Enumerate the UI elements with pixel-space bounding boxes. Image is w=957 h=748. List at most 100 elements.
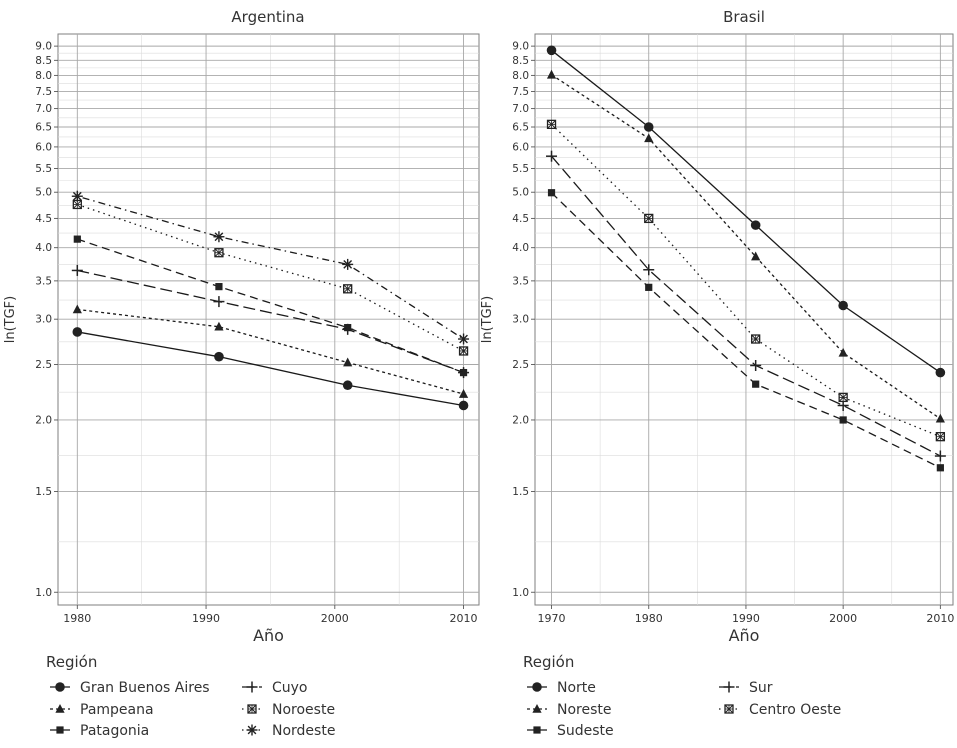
x-axis-label: Año: [729, 626, 760, 645]
legend-key-marker: [246, 724, 258, 736]
legend-title: Región: [46, 653, 97, 671]
y-tick-label: 5.5: [512, 163, 529, 175]
legend-item: Gran Buenos Aires: [50, 680, 210, 696]
data-point: [934, 450, 946, 462]
data-point: [342, 323, 354, 335]
legend-label: Noreste: [557, 702, 612, 718]
data-point: [644, 213, 654, 224]
data-point: [839, 416, 847, 424]
y-tick-label: 8.0: [35, 70, 52, 82]
legend-key-marker: [55, 704, 65, 713]
y-tick-label: 1.5: [512, 486, 529, 498]
legend-key-marker: [56, 726, 64, 734]
y-tick-label: 4.5: [512, 213, 529, 225]
data-point: [343, 284, 353, 294]
y-tick-label: 6.0: [512, 141, 529, 153]
y-tick-label: 9.0: [35, 41, 52, 53]
legend-item: Sudeste: [527, 723, 614, 739]
y-tick-label: 2.0: [35, 414, 52, 426]
data-point: [935, 413, 945, 423]
legend-item: Sur: [719, 680, 773, 696]
x-tick-label: 1990: [732, 612, 760, 625]
series-2: [547, 189, 944, 472]
y-tick-label: 4.0: [512, 242, 529, 254]
legend-item: Patagonia: [50, 723, 149, 739]
y-tick-label: 7.5: [35, 86, 52, 98]
series-1: [72, 304, 469, 398]
y-tick-label: 1.0: [512, 587, 529, 599]
data-point: [458, 400, 469, 411]
legend-key-marker: [247, 704, 257, 714]
series-4: [546, 119, 946, 442]
y-tick-label: 5.0: [512, 187, 529, 199]
data-point: [213, 296, 225, 308]
data-point: [71, 264, 83, 276]
legend-key-marker: [723, 681, 735, 693]
data-point: [343, 357, 353, 367]
data-point: [838, 300, 848, 311]
y-tick-label: 2.5: [512, 359, 529, 371]
series-5: [71, 190, 470, 345]
data-point: [547, 189, 556, 197]
data-point: [71, 190, 83, 202]
chart-title: Argentina: [231, 8, 304, 26]
data-point: [838, 392, 848, 403]
series-line: [77, 195, 464, 340]
series-line: [77, 331, 464, 407]
data-point: [73, 235, 81, 243]
y-tick-label: 6.5: [35, 122, 52, 134]
series-0: [546, 45, 946, 378]
series-line: [551, 74, 941, 420]
chart-title: Brasil: [723, 8, 765, 26]
legend-label: Patagonia: [80, 723, 149, 739]
data-point: [546, 119, 557, 129]
series-3: [71, 264, 470, 379]
x-tick-label: 1970: [538, 612, 566, 625]
legend-item: Pampeana: [50, 702, 154, 718]
data-point: [752, 380, 760, 388]
y-tick-label: 4.0: [35, 242, 52, 254]
data-point: [72, 304, 82, 314]
data-point: [643, 122, 654, 132]
y-tick-label: 3.0: [35, 314, 52, 326]
legend-key-marker: [724, 704, 734, 714]
x-tick-label: 1990: [192, 612, 220, 625]
legend: Región Gran Buenos Aires Pampeana Patagonia…: [46, 653, 335, 739]
y-tick-label: 7.0: [512, 103, 529, 115]
series-0: [72, 327, 469, 411]
legend-key-marker: [533, 726, 541, 734]
data-point: [214, 321, 224, 331]
data-point: [458, 389, 469, 398]
y-tick-label: 7.5: [512, 86, 529, 98]
legend-label: Sur: [749, 680, 773, 696]
y-tick-label: 9.0: [512, 41, 529, 53]
data-point: [214, 351, 224, 362]
data-point: [838, 347, 848, 357]
y-tick-label: 8.5: [512, 55, 529, 67]
y-tick-label: 5.0: [35, 187, 52, 199]
legend-key-marker: [532, 682, 542, 692]
legend-label: Centro Oeste: [749, 702, 841, 718]
legend-key-marker: [55, 682, 65, 692]
data-point: [935, 432, 946, 442]
series-1: [546, 69, 945, 423]
legend-key-marker: [246, 681, 258, 693]
data-point: [645, 283, 653, 291]
y-tick-label: 3.0: [512, 314, 529, 326]
legend-label: Pampeana: [80, 702, 154, 718]
data-point: [342, 380, 353, 391]
legend-item: Cuyo: [242, 680, 308, 696]
data-point: [750, 360, 762, 372]
x-tick-label: 2000: [321, 612, 349, 625]
legend-item: Norte: [527, 680, 596, 696]
y-tick-label: 4.5: [35, 213, 52, 225]
data-point: [214, 248, 224, 258]
legend-label: Nordeste: [272, 723, 335, 739]
chart-panel-0: Argentina 1.0 1.5 2.0 2.5 3.0 3.5 4.0 4.5 5.0 5.5 6…: [3, 8, 480, 739]
data-point: [936, 464, 944, 472]
series-line: [77, 269, 464, 374]
legend-item: Centro Oeste: [719, 702, 841, 718]
data-point: [342, 258, 354, 270]
